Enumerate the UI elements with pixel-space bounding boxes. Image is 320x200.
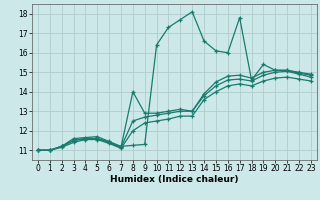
X-axis label: Humidex (Indice chaleur): Humidex (Indice chaleur): [110, 175, 239, 184]
